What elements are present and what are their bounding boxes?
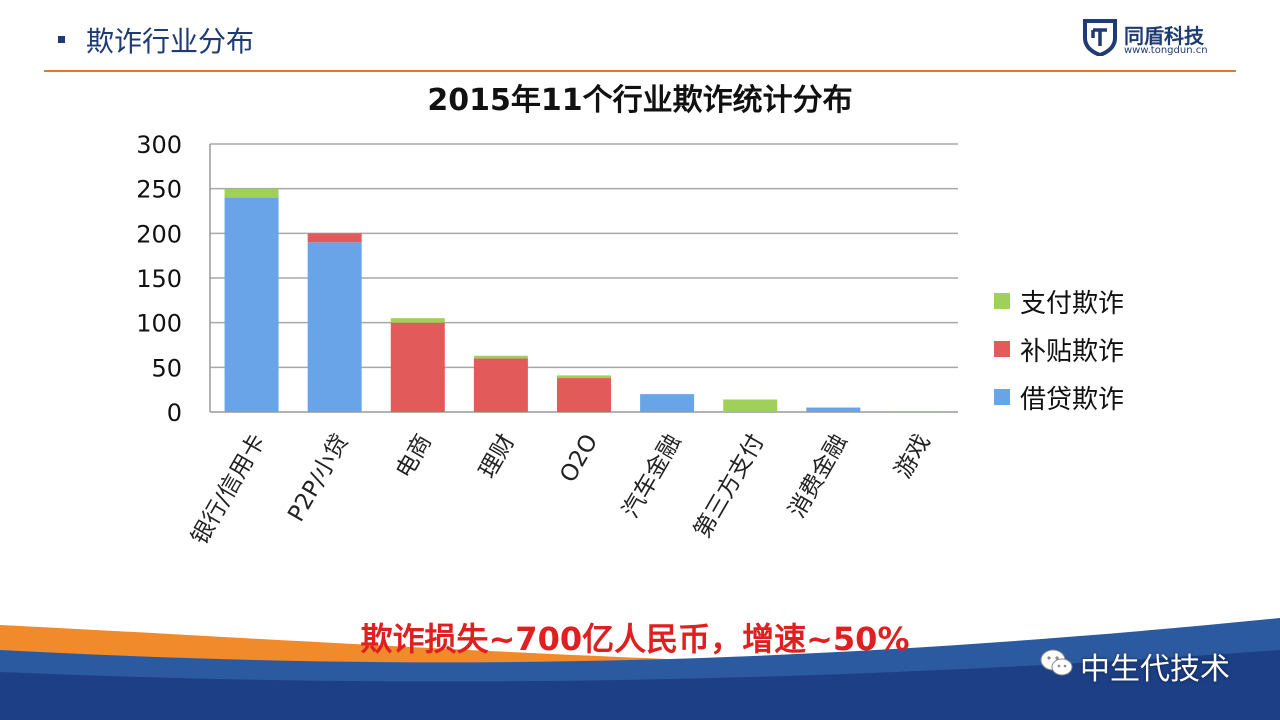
- bar-segment: [307, 233, 362, 243]
- wechat-icon: [1040, 649, 1073, 676]
- legend-label: 支付欺诈: [1020, 289, 1124, 319]
- y-tick-label: 200: [136, 220, 182, 248]
- logo-url: www.tongdun.cn: [1124, 45, 1208, 56]
- page-title: 欺诈行业分布: [86, 25, 255, 58]
- bar-segment: [889, 411, 944, 412]
- legend-swatch: [994, 389, 1010, 405]
- legend-swatch: [994, 293, 1010, 309]
- bar-segment: [806, 407, 861, 412]
- bar-segment: [473, 355, 528, 359]
- loss-summary: 欺诈损失~700亿人民币，增速~50%: [360, 620, 910, 658]
- y-tick-label: 250: [136, 176, 182, 204]
- y-tick-label: 0: [167, 399, 182, 427]
- bar-segment: [390, 318, 445, 323]
- header-divider: [44, 70, 1236, 72]
- chart-title: 2015年11个行业欺诈统计分布: [427, 83, 852, 118]
- bar-segment: [557, 378, 611, 412]
- y-tick-label: 50: [151, 354, 182, 382]
- bar-segment: [224, 197, 279, 412]
- shield-logo-icon: [1083, 19, 1117, 56]
- y-tick-label: 150: [136, 265, 182, 293]
- bar-segment: [640, 394, 695, 412]
- company-logo: 同盾科技 www.tongdun.cn: [1082, 18, 1242, 62]
- watermark-text: 中生代技术: [1080, 652, 1230, 687]
- bar-segment: [307, 242, 362, 412]
- legend-label: 补贴欺诈: [1020, 337, 1124, 367]
- legend-label: 借贷欺诈: [1020, 385, 1124, 415]
- y-tick-label: 100: [136, 310, 182, 338]
- bar-segment: [723, 399, 778, 412]
- bar-segment: [557, 375, 611, 379]
- bar-segment: [224, 188, 279, 198]
- y-tick-label: 300: [136, 131, 182, 159]
- header-bullet: [58, 36, 65, 43]
- wechat-watermark: 中生代技术: [1040, 644, 1270, 687]
- bar-segment: [390, 322, 445, 412]
- logo-name: 同盾科技: [1124, 24, 1204, 48]
- legend-swatch: [994, 341, 1010, 357]
- bar-segment: [473, 358, 528, 412]
- stacked-bar-chart: 2015年11个行业欺诈统计分布050100150200250300银行/信用卡…: [136, 83, 1124, 549]
